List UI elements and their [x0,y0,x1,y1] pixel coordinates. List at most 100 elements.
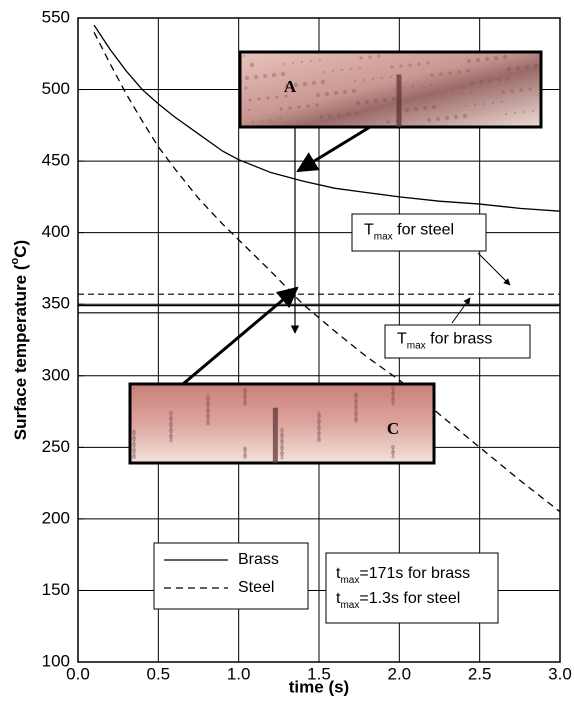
texture-dot [363,79,365,81]
y-tick-label: 350 [42,294,70,313]
texture-dot [266,96,269,99]
annotation-main: T [364,222,374,239]
texture-dot [133,387,135,389]
y-tick-label: 300 [42,365,70,384]
y-tick-label: 150 [42,580,70,599]
texture-dot [334,91,338,95]
texture-dot [270,119,272,121]
texture-dot [354,80,356,82]
texture-dot [243,446,246,449]
y-tick-label: 500 [42,79,70,98]
texture-dot [465,105,467,107]
note-rest: =1.3s for steel [359,590,460,607]
texture-dot [332,70,334,72]
texture-dot [427,118,431,122]
arrow [298,127,370,171]
texture-dot [432,105,436,109]
texture-dot [383,98,387,102]
texture-dot [445,116,449,120]
texture-dot [279,107,282,110]
texture-dot [301,61,303,63]
texture-dot [281,72,285,76]
y-axis-title-text: Surface temperature ( [11,264,30,440]
texture-dot [169,411,173,415]
texture-dot [321,80,325,84]
texture-dot [250,63,254,67]
texture-dot [492,102,494,104]
texture-dot [350,68,352,70]
texture-dot [319,59,321,61]
texture-dot [368,55,371,58]
legend-box [154,543,308,609]
texture-dot [505,113,507,115]
texture-dot [534,64,538,68]
y-tick-label: 550 [42,7,70,26]
texture-dot [476,58,480,62]
texture-dot [254,75,258,79]
texture-dot [365,100,369,104]
arrow [452,298,470,323]
texture-dot [248,98,251,101]
texture-dot [525,65,529,69]
texture-dot [390,76,392,78]
texture-dot [514,112,516,114]
texture-dot [392,97,396,101]
texture-dot [325,92,329,96]
texture-dot [503,55,507,59]
texture-dot [457,70,460,73]
texture-dot [377,54,380,57]
texture-dot [257,97,260,100]
texture-dot [494,56,498,60]
texture-dot [359,56,362,59]
legend-label: Steel [238,579,274,596]
texture-dot [463,114,467,118]
y-tick-label: 250 [42,437,70,456]
texture-dot [417,62,420,65]
texture-dot [297,105,300,108]
texture-dot [467,59,471,63]
texture-dot [390,65,393,68]
texture-dot [399,64,402,67]
texture-dot [359,67,361,69]
texture-dot [207,394,209,396]
texture-dot [528,87,531,90]
texture-dot [501,101,503,103]
x-tick-label: 3.0 [548,664,572,683]
y-axis-title: Surface temperature (oC) [9,240,31,440]
x-tick-label: 0.0 [66,664,90,683]
texture-dot [279,118,281,120]
y-tick-label: 450 [42,151,70,170]
texture-dot [261,120,263,122]
texture-dot [303,82,307,86]
texture-dot [374,99,378,103]
texture-dot [263,74,267,78]
texture-dot [292,62,294,64]
texture-dot [483,103,485,105]
texture-dot [479,80,482,83]
texture-dot [412,86,414,88]
texture-dot [408,63,411,66]
texture-dot [310,60,312,62]
texture-dot [532,110,534,112]
texture-dot [421,85,423,87]
texture-dot [386,120,389,123]
x-tick-label: 2.5 [468,664,492,683]
x-tick-label: 1.0 [227,664,251,683]
texture-dot [454,115,458,119]
texture-dot [519,88,522,91]
streak [273,408,278,463]
note-sub: max [340,575,359,586]
notes-box [326,553,498,623]
texture-dot [466,69,469,72]
texture-dot [423,106,427,110]
texture-dot [405,108,409,112]
texture-dot [381,77,383,79]
note-rest: =171s for brass [359,565,470,582]
texture-dot [132,429,135,432]
texture-dot [243,387,246,390]
annotation-sub: max [407,340,426,351]
note-sub: max [340,600,359,611]
texture-dot [243,55,245,57]
legend-label: Brass [238,551,279,568]
x-tick-label: 0.5 [147,664,171,683]
